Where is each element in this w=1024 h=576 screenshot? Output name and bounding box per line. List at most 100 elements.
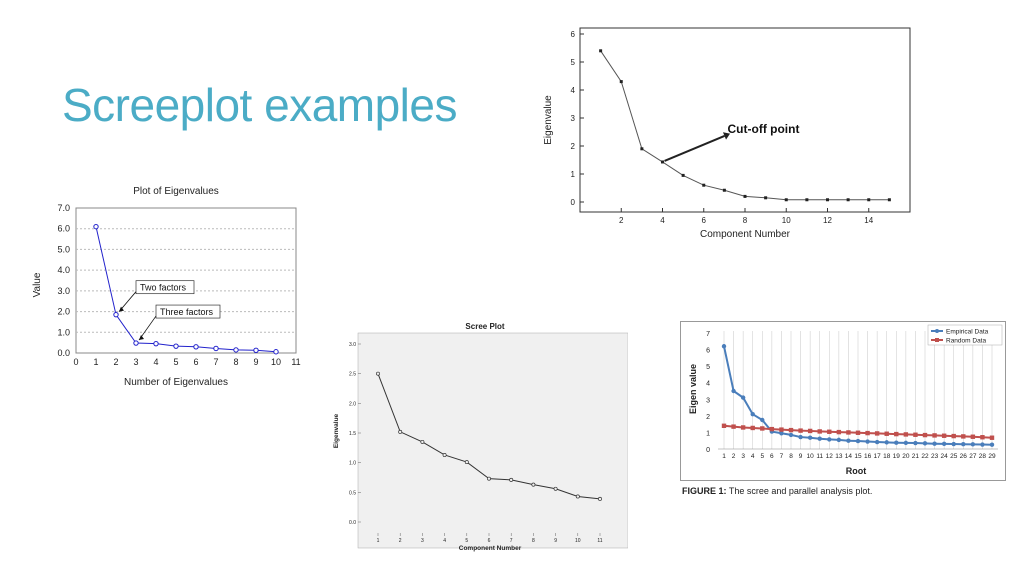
br-xtick-label: 9 [799, 453, 803, 460]
br-xtick-label: 10 [807, 453, 815, 460]
top-ytick-label: 1 [571, 170, 576, 179]
left-xtick-label: 2 [113, 357, 118, 367]
mid-xtick-label: 8 [532, 538, 535, 544]
top-ytick-label: 3 [571, 114, 576, 123]
top-xlabel: Component Number [700, 229, 791, 240]
br-point-random [817, 429, 822, 434]
br-point-random [760, 426, 765, 431]
br-point-empirical [913, 440, 918, 446]
left-point [133, 340, 139, 346]
left-annotation-arrow [138, 315, 157, 341]
br-ytick-label: 6 [706, 348, 710, 355]
br-point-random [827, 429, 832, 434]
mid-xtick-label: 11 [597, 538, 602, 544]
top-xtick-label: 10 [782, 216, 791, 225]
br-xtick-label: 2 [732, 453, 736, 460]
br-point-random [731, 424, 736, 429]
top-point [887, 198, 891, 202]
mid-xtick-label: 3 [421, 538, 424, 544]
top-point [784, 198, 788, 202]
br-xtick-label: 4 [751, 453, 755, 460]
mid-ytick-label: 1.5 [349, 431, 356, 437]
left-point [153, 340, 159, 347]
left-xtick-label: 5 [173, 357, 178, 367]
br-point-empirical [874, 439, 880, 445]
br-xtick-label: 25 [950, 453, 958, 460]
br-xtick-label: 8 [789, 453, 793, 460]
br-xtick-label: 17 [874, 453, 882, 460]
mid-xtick-label: 6 [488, 538, 491, 544]
br-point-empirical [846, 438, 851, 443]
left-point [233, 347, 239, 353]
br-point-random [865, 430, 870, 436]
mid-xlabel: Component Number [459, 545, 522, 552]
left-point [113, 311, 119, 318]
br-point-empirical [855, 438, 861, 444]
br-point-random [980, 435, 985, 440]
top-annotation-cutoff: Cut-off point [728, 122, 800, 136]
br-point-empirical [836, 437, 842, 443]
br-point-empirical [903, 440, 909, 446]
top-point [661, 160, 664, 164]
br-point-random [884, 431, 889, 436]
mid-xtick-label: 4 [443, 538, 446, 544]
top-ytick-label: 2 [571, 142, 576, 151]
mid-point [398, 429, 403, 434]
legend-marker-random [935, 338, 939, 342]
br-ytick-label: 2 [706, 414, 710, 421]
top-xtick-label: 4 [660, 216, 665, 225]
mid-point [376, 371, 380, 376]
br-point-random [922, 432, 928, 438]
mid-point [420, 439, 425, 444]
br-point-random [874, 431, 880, 436]
br-point-random [932, 433, 937, 438]
br-legend: Empirical Data Random Data [927, 324, 1003, 346]
br-xtick-label: 22 [921, 453, 929, 460]
left-xtick-label: 3 [133, 357, 138, 367]
top-point [619, 80, 623, 84]
br-point-empirical [884, 440, 889, 445]
br-xtick-label: 26 [960, 453, 968, 460]
br-xtick-label: 7 [780, 453, 784, 460]
br-point-empirical [941, 441, 947, 447]
br-point-empirical [980, 442, 985, 447]
br-point-random [894, 431, 899, 437]
left-xtick-label: 7 [213, 357, 218, 367]
br-point-random [846, 430, 851, 435]
left-xtick-label: 1 [93, 357, 98, 367]
br-xtick-label: 12 [826, 453, 834, 460]
top-point [599, 49, 603, 53]
br-point-random [989, 435, 995, 440]
br-xtick-label: 24 [941, 453, 949, 460]
br-ylabel: Eigen value [688, 364, 698, 414]
br-point-random [836, 429, 842, 435]
caption-label: FIGURE 1: [682, 486, 727, 496]
left-ytick-label: 4.0 [57, 265, 70, 275]
top-point [702, 183, 706, 187]
br-point-empirical [961, 441, 966, 447]
left-ytick-label: 2.0 [57, 307, 70, 317]
left-point [253, 347, 259, 354]
br-xtick-label: 11 [816, 453, 823, 460]
br-xtick-label: 6 [770, 453, 774, 460]
left-xtick-label: 6 [193, 357, 198, 367]
mid-ytick-label: 3.0 [349, 342, 356, 348]
br-xtick-label: 13 [835, 453, 843, 460]
top-point [764, 196, 768, 200]
br-xtick-label: 3 [741, 453, 745, 460]
br-point-random [750, 425, 755, 431]
br-point-empirical [989, 442, 995, 447]
left-ytick-label: 0.0 [57, 348, 70, 358]
mid-ytick-label: 2.5 [349, 372, 356, 378]
br-point-random [913, 432, 918, 437]
top-xtick-label: 6 [702, 216, 707, 225]
left-ytick-label: 3.0 [57, 286, 70, 296]
br-xtick-label: 19 [893, 453, 901, 460]
br-point-random [769, 426, 775, 432]
br-point-random [779, 427, 784, 432]
top-point [846, 198, 850, 202]
mid-ylabel: Eigenvalue [333, 413, 340, 448]
slide-title: Screeplot examples [62, 79, 457, 131]
mid-point [442, 453, 447, 457]
